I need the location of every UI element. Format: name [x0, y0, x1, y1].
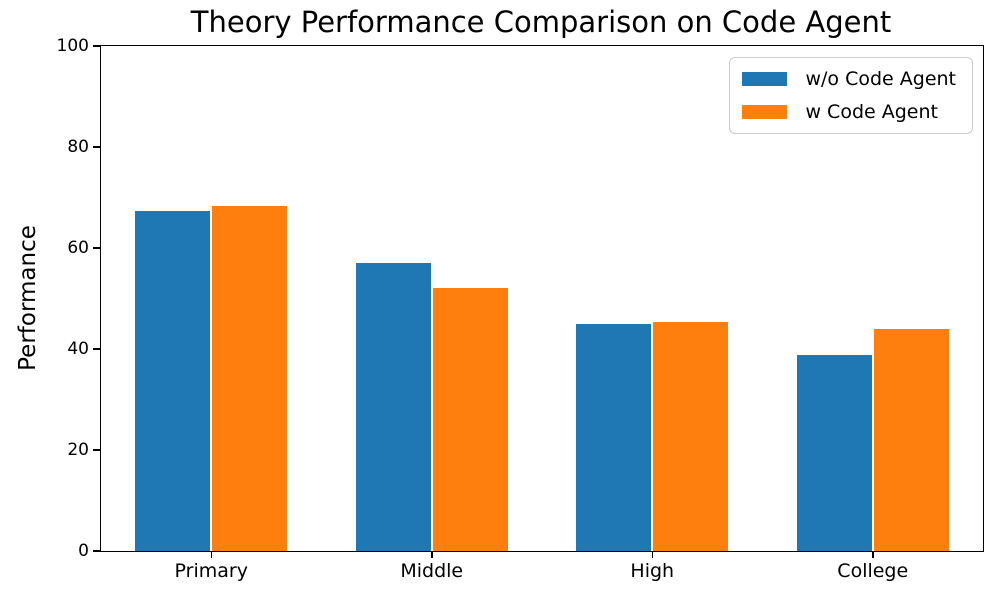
bar-high-with-code-agent	[653, 322, 729, 551]
y-tick-label: 60	[67, 238, 89, 258]
y-tick-mark	[93, 247, 100, 249]
bar-high-without-code-agent	[576, 323, 652, 551]
y-tick-mark	[93, 348, 100, 350]
bar-primary-with-code-agent	[212, 205, 288, 551]
legend-item-without-code-agent: w/o Code Agent	[742, 68, 956, 90]
legend-item-with-code-agent: w Code Agent	[742, 101, 956, 123]
legend-swatch-with-code-agent	[742, 105, 788, 119]
legend-label: w Code Agent	[805, 101, 938, 123]
y-tick-label: 100	[56, 36, 89, 56]
x-tick-mark	[431, 551, 433, 558]
y-tick-label: 80	[67, 137, 89, 157]
legend-swatch-without-code-agent	[742, 72, 788, 86]
x-tick-mark	[651, 551, 653, 558]
x-tick-label: High	[630, 560, 675, 582]
plot-area: w/o Code Agent w Code Agent 0 20 40 60 80 100…	[57, 36, 984, 582]
x-tick-label: Primary	[174, 560, 248, 582]
x-tick-label: Middle	[400, 560, 464, 582]
y-tick-mark	[93, 550, 100, 552]
bar-middle-with-code-agent	[432, 287, 508, 551]
bar-college-without-code-agent	[796, 354, 872, 551]
y-tick-mark	[93, 45, 100, 47]
bar-middle-without-code-agent	[355, 263, 431, 551]
y-tick-mark	[93, 146, 100, 148]
y-tick-mark	[93, 449, 100, 451]
x-tick-label: College	[837, 560, 909, 582]
legend-label: w/o Code Agent	[805, 68, 956, 90]
chart-title: Theory Performance Comparison on Code Ag…	[190, 5, 892, 39]
y-tick-label: 20	[67, 440, 89, 460]
x-tick-mark	[210, 551, 212, 558]
x-tick-mark	[872, 551, 874, 558]
y-tick-label: 0	[78, 541, 89, 561]
legend: w/o Code Agent w Code Agent	[729, 57, 973, 134]
y-tick-label: 40	[67, 339, 89, 359]
bar-primary-without-code-agent	[135, 210, 211, 551]
bar-college-with-code-agent	[873, 329, 949, 551]
